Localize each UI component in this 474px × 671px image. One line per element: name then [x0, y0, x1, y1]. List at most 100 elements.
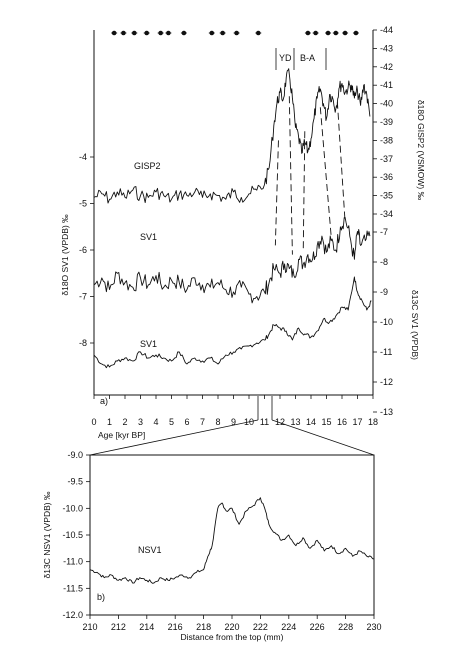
a-x-tick-label: 15	[321, 417, 331, 427]
b-x-tick-label: 220	[224, 622, 239, 632]
a-right-top-y-tick-label: -44	[380, 25, 393, 35]
dating-points	[111, 30, 359, 36]
nsv1-d13c-line	[89, 497, 375, 584]
a-right-bottom-y-tick-label: -10	[380, 317, 393, 327]
a-left-y-tick-label: -6	[79, 245, 87, 255]
correlation-dashes	[274, 96, 346, 255]
yd-label: YD	[279, 53, 292, 63]
a-right-bottom-y-tick-label: -12	[380, 377, 393, 387]
sv1-d13c-line	[93, 276, 372, 369]
panel-a-right-bottom-y-label: δ13C SV1 (VPDB)	[410, 290, 420, 360]
a-right-top-y-tick-label: -38	[380, 135, 393, 145]
panel-b-series	[89, 497, 375, 584]
correlation-dash	[288, 96, 293, 255]
a-x-tick-label: 13	[290, 417, 300, 427]
correlation-dash	[336, 101, 346, 223]
b-y-tick-label: -12.0	[62, 610, 83, 620]
correlation-dash	[274, 140, 279, 246]
b-y-tick-label: -9.0	[67, 450, 83, 460]
b-y-tick-label: -10.5	[62, 530, 83, 540]
panel-a-series	[93, 68, 372, 369]
dating-point	[111, 30, 117, 36]
panel-b-letter: b)	[97, 592, 105, 602]
b-x-tick-label: 218	[196, 622, 211, 632]
a-x-tick-label: 1	[107, 417, 112, 427]
panel-a-left-y-ticks: -4 -5 -6 -7 -8	[79, 152, 94, 348]
a-right-bottom-y-tick-label: -11	[380, 347, 392, 357]
gisp2-line	[93, 68, 371, 204]
b-y-tick-label: -9.5	[67, 477, 83, 487]
a-right-bottom-y-tick-label: -9	[380, 287, 388, 297]
correlation-dash	[302, 131, 306, 251]
a-x-tick-label: 14	[306, 417, 316, 427]
a-right-bottom-y-tick-label: -8	[380, 257, 388, 267]
a-x-tick-label: 18	[368, 417, 378, 427]
panel-b-y-ticks: -9.0 -9.5 -10.0 -10.5 -11.0 -11.5 -12.0	[62, 450, 90, 620]
dating-point	[144, 30, 149, 36]
dating-point	[158, 30, 163, 36]
b-y-tick-label: -10.0	[62, 503, 83, 513]
a-x-tick-label: 16	[337, 417, 347, 427]
b-x-tick-label: 214	[139, 622, 154, 632]
a-x-tick-label: 2	[122, 417, 127, 427]
a-x-tick-label: 3	[138, 417, 143, 427]
panel-b-x-label: Distance from the top (mm)	[181, 632, 284, 642]
a-right-top-y-tick-label: -40	[380, 99, 393, 109]
b-y-tick-label: -11.5	[63, 583, 83, 593]
a-right-top-y-tick-label: -37	[380, 154, 393, 164]
a-x-tick-label: 17	[352, 417, 362, 427]
b-x-tick-label: 228	[338, 622, 353, 632]
dating-point	[234, 30, 239, 36]
a-left-y-tick-label: -8	[79, 338, 87, 348]
b-y-tick-label: -11.0	[63, 557, 83, 567]
a-right-top-y-tick-label: -43	[380, 43, 393, 53]
b-x-tick-label: 230	[366, 622, 381, 632]
dating-point	[342, 30, 348, 36]
series-label-sv1-c13: SV1	[140, 339, 157, 349]
a-x-tick-label: 8	[215, 417, 220, 427]
a-x-tick-label: 12	[275, 417, 285, 427]
dating-point	[333, 30, 339, 36]
dating-point	[313, 30, 318, 36]
b-x-tick-label: 224	[281, 622, 296, 632]
panel-b-y-label: δ13C NSV1 (VPDB) ‰	[42, 491, 52, 578]
series-label-gisp2: GISP2	[134, 161, 161, 171]
b-x-tick-label: 222	[253, 622, 268, 632]
a-right-bottom-y-tick-label: -13	[380, 407, 393, 417]
ba-label: B-A	[300, 53, 315, 63]
panel-a-right-top-y-label: δ18O GISP2 (VSMOW) ‰	[416, 100, 426, 201]
a-x-tick-label: 11	[260, 417, 269, 427]
panel-b: 210 212 214 216 218 220 222 224 226 228 230 -9.0-9…	[42, 450, 382, 642]
dating-point	[255, 30, 261, 36]
a-right-top-y-tick-label: -35	[380, 191, 393, 201]
a-right-top-y-tick-label: -36	[380, 172, 393, 182]
panel-a-left-y-label: δ18O SV1 (VPDB) ‰	[60, 214, 70, 296]
panel-a-right-top-y-ticks: -44 -43 -42 -41 -40 -39 -38 -37 -36 -35 -34	[373, 25, 393, 219]
a-x-tick-label: 4	[153, 417, 158, 427]
a-right-top-y-tick-label: -42	[380, 62, 393, 72]
panel-a-right-bottom-y-ticks: -7 -8 -9 -10 -11 -12 -13	[373, 227, 393, 417]
a-left-y-tick-label: -7	[79, 292, 87, 302]
a-x-tick-label: 6	[184, 417, 189, 427]
a-x-tick-label: 9	[231, 417, 236, 427]
a-x-tick-label: 5	[169, 417, 174, 427]
dating-point	[181, 30, 187, 36]
a-x-tick-label: 7	[200, 417, 205, 427]
a-right-top-y-tick-label: -39	[380, 117, 393, 127]
dating-point	[166, 30, 171, 36]
zoom-left-connector	[89, 419, 259, 456]
a-right-top-y-tick-label: -34	[380, 209, 393, 219]
panel-a-x-label: Age [kyr BP]	[98, 430, 145, 440]
panel-b-x-ticks: 210 212 214 216 218 220 222 224 226 228 230	[82, 615, 382, 632]
sv1-d18o-line	[93, 216, 371, 304]
a-right-top-y-tick-label: -41	[380, 80, 393, 90]
dating-point	[325, 30, 331, 36]
panel-a-letter: a)	[100, 396, 108, 406]
b-x-tick-label: 212	[111, 622, 126, 632]
dating-point	[220, 30, 225, 36]
dating-point	[132, 30, 137, 36]
b-x-tick-label: 210	[82, 622, 97, 632]
b-x-tick-label: 226	[310, 622, 325, 632]
